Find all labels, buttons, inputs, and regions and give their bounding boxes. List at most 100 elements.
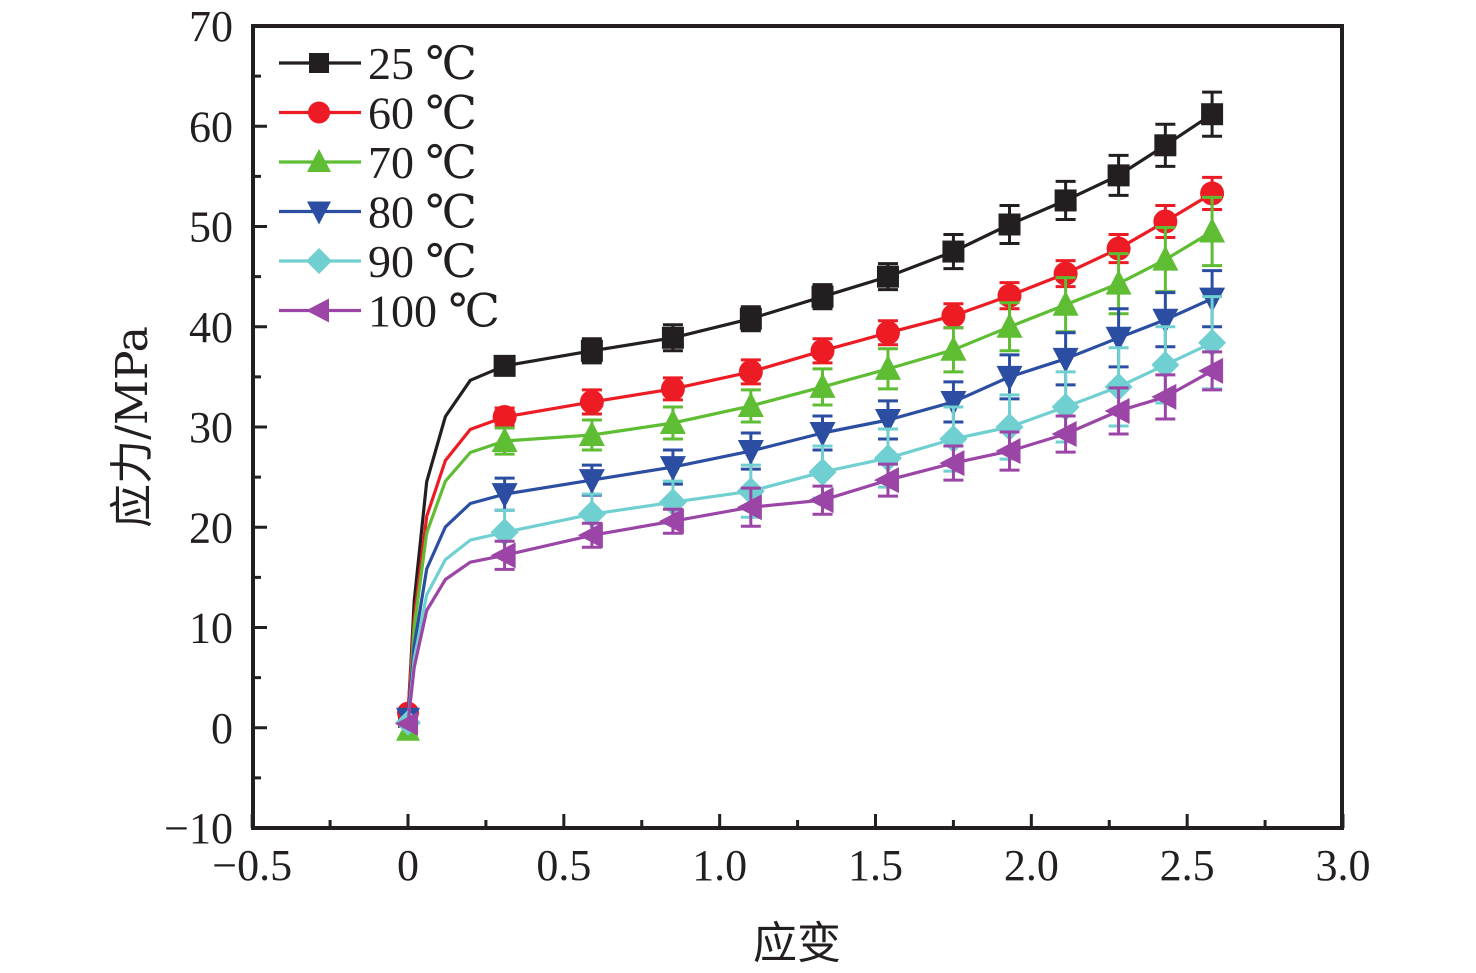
marker-triangle-up [737, 391, 764, 417]
y-tick-label: 60 [189, 102, 233, 151]
y-tick-label: −10 [164, 804, 233, 853]
x-tick-label: 0 [397, 841, 419, 890]
marker-triangle-left [490, 542, 516, 569]
marker-triangle-down [940, 390, 967, 416]
marker-triangle-down [737, 440, 764, 466]
legend-label: 60 ℃ [368, 88, 477, 139]
legend-entry: 80 ℃ [279, 187, 477, 238]
legend-entry: 60 ℃ [279, 88, 477, 139]
marker-square [1154, 134, 1177, 157]
y-tick-label: 10 [189, 604, 233, 653]
y-tick-label: 20 [189, 503, 233, 552]
series-line [406, 230, 1213, 731]
marker-triangle-left [577, 522, 603, 549]
marker-square [580, 339, 603, 362]
axes [250, 24, 1345, 830]
marker-triangle-up [809, 372, 836, 398]
marker-diamond [490, 518, 519, 547]
series-3 [396, 195, 1226, 741]
marker-circle [1053, 261, 1078, 286]
marker-triangle-up [1052, 290, 1079, 316]
legend-entry: 70 ℃ [279, 137, 477, 188]
marker-diamond [808, 458, 837, 487]
marker-diamond [1151, 350, 1180, 379]
x-tick-label: 2.0 [1004, 841, 1059, 890]
marker-circle [1200, 181, 1225, 206]
series-line [406, 112, 1213, 718]
marker-triangle-up [578, 421, 605, 447]
plot-marks [395, 90, 1227, 741]
marker-square [1054, 189, 1077, 212]
marker-square [493, 354, 516, 377]
marker-diamond [995, 413, 1024, 441]
marker-diamond [306, 248, 332, 274]
marker-square [811, 285, 834, 308]
legend-entry: 100 ℃ [279, 286, 500, 337]
legend-entry: 25 ℃ [279, 38, 477, 89]
marker-triangle-up [1199, 217, 1226, 243]
marker-square [942, 240, 965, 263]
x-axis-title: 应变 [753, 918, 841, 969]
series-line [406, 192, 1213, 713]
series-6 [395, 350, 1224, 736]
x-tick-label: 1.5 [848, 841, 903, 890]
marker-square [661, 326, 684, 349]
marker-triangle-down [491, 483, 518, 509]
marker-triangle-down [659, 456, 686, 482]
marker-square [876, 265, 899, 288]
marker-triangle-left [808, 487, 834, 514]
marker-triangle-up [996, 312, 1023, 338]
legend-label: 80 ℃ [368, 187, 477, 238]
marker-triangle-down [1052, 347, 1079, 373]
marker-square [1201, 103, 1224, 126]
marker-triangle-up [659, 408, 686, 434]
marker-triangle-up [1152, 245, 1179, 271]
marker-circle [941, 303, 966, 328]
marker-circle [660, 376, 685, 401]
marker-triangle-up [940, 335, 967, 361]
marker-circle [308, 101, 330, 124]
marker-diamond [577, 500, 606, 529]
marker-triangle-left [873, 467, 899, 494]
marker-triangle-down [578, 469, 605, 495]
y-tick-label: 40 [189, 303, 233, 352]
marker-triangle-down [307, 201, 331, 225]
legend-label: 70 ℃ [368, 137, 477, 188]
tick-labels: −0.5 0 0.5 1.0 1.5 2.0 2.5 3.0 −10 0 10 20 30 40 50 60 7… [164, 2, 1370, 890]
x-tick-label: −0.5 [212, 841, 292, 890]
marker-triangle-down [1105, 326, 1132, 352]
y-tick-label: 70 [189, 2, 233, 51]
marker-diamond [1198, 328, 1227, 357]
marker-square [309, 53, 329, 73]
marker-triangle-up [1105, 269, 1132, 295]
marker-triangle-left [736, 494, 762, 521]
marker-triangle-up [874, 354, 901, 380]
legend-label: 25 ℃ [368, 38, 477, 89]
series-2 [397, 175, 1225, 724]
marker-diamond [1051, 392, 1080, 421]
marker-triangle-left [658, 508, 684, 535]
series-line [406, 341, 1213, 723]
marker-circle [492, 404, 517, 429]
marker-triangle-up [307, 149, 331, 172]
marker-circle [875, 320, 900, 345]
y-axis-title: 应力/MPa [107, 326, 158, 528]
marker-triangle-left [1051, 421, 1077, 448]
series-line [406, 369, 1213, 724]
x-tick-label: 2.5 [1160, 841, 1215, 890]
marker-circle [738, 359, 763, 384]
x-tick-label: 3.0 [1316, 841, 1371, 890]
marker-triangle-down [996, 365, 1023, 391]
y-tick-label: 0 [211, 704, 233, 753]
marker-circle [810, 338, 835, 363]
legend-label: 90 ℃ [368, 236, 477, 287]
marker-triangle-left [1151, 383, 1177, 410]
marker-triangle-down [809, 422, 836, 448]
marker-square [1107, 164, 1130, 187]
legend-label: 100 ℃ [368, 286, 500, 337]
x-tick-label: 0.5 [536, 841, 591, 890]
x-tick-label: 1.0 [692, 841, 747, 890]
marker-triangle-left [1104, 397, 1130, 424]
